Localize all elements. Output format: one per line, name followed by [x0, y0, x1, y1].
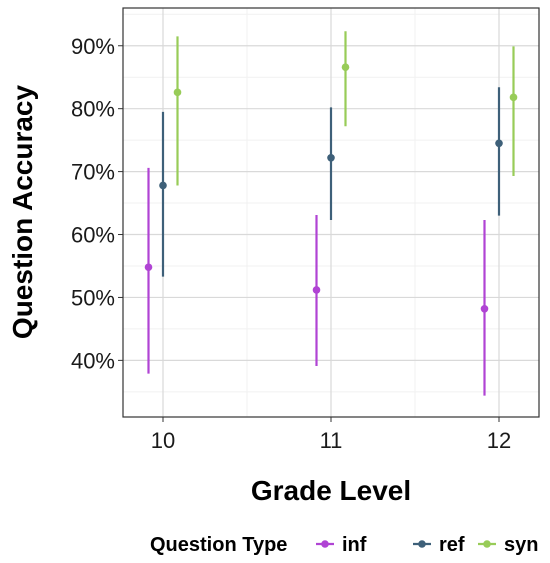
x-axis-title: Grade Level: [251, 475, 411, 506]
x-tick-label: 12: [487, 428, 511, 453]
y-axis-ticks: 40% 50% 60% 70% 80% 90%: [71, 34, 123, 373]
series-inf: [144, 167, 489, 396]
data-point: [327, 153, 335, 162]
legend-title: Question Type: [150, 534, 287, 556]
y-tick-label: 60%: [71, 223, 115, 248]
data-point: [495, 139, 503, 148]
data-point: [159, 181, 167, 190]
x-tick-label: 10: [151, 428, 175, 453]
y-tick-label: 70%: [71, 160, 115, 185]
x-tick-label: 11: [320, 428, 343, 453]
data-point: [480, 304, 489, 313]
x-axis-ticks: 10 11 12: [151, 417, 511, 453]
legend-key-point: [418, 540, 426, 548]
series-ref: [159, 87, 503, 277]
legend: Question Type inf ref syn: [150, 534, 538, 556]
data-point: [144, 263, 153, 272]
legend-key-point: [483, 540, 491, 548]
y-tick-label: 40%: [71, 348, 115, 373]
legend-label: syn: [504, 534, 538, 556]
legend-label: ref: [439, 534, 465, 556]
data-point: [341, 63, 350, 71]
data-marks: [144, 31, 518, 396]
legend-label: inf: [342, 534, 367, 556]
data-point: [173, 88, 182, 97]
data-point: [509, 93, 518, 102]
y-axis-title: Question Accuracy: [7, 84, 38, 339]
y-tick-label: 80%: [71, 97, 115, 122]
data-point: [312, 286, 321, 294]
y-tick-label: 90%: [71, 34, 115, 59]
series-syn: [173, 31, 518, 186]
legend-key-point: [321, 540, 329, 548]
y-tick-label: 50%: [71, 285, 115, 310]
